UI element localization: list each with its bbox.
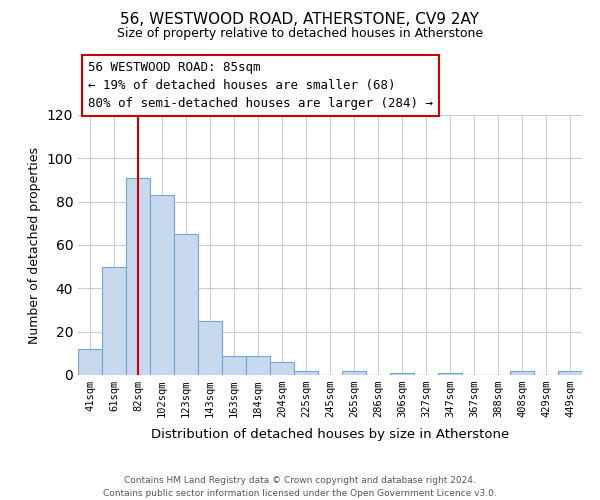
Bar [294,370,318,375]
X-axis label: Distribution of detached houses by size in Atherstone: Distribution of detached houses by size … [151,428,509,442]
Bar [390,373,414,375]
Bar [510,370,534,375]
Bar [438,373,462,375]
Bar [150,195,174,375]
Bar [102,266,126,375]
Bar [174,234,198,375]
Bar [558,370,582,375]
Bar [246,356,270,375]
Y-axis label: Number of detached properties: Number of detached properties [28,146,41,344]
Text: 56, WESTWOOD ROAD, ATHERSTONE, CV9 2AY: 56, WESTWOOD ROAD, ATHERSTONE, CV9 2AY [121,12,479,28]
Text: Contains HM Land Registry data © Crown copyright and database right 2024.
Contai: Contains HM Land Registry data © Crown c… [103,476,497,498]
Text: 56 WESTWOOD ROAD: 85sqm
← 19% of detached houses are smaller (68)
80% of semi-de: 56 WESTWOOD ROAD: 85sqm ← 19% of detache… [88,61,433,110]
Text: Size of property relative to detached houses in Atherstone: Size of property relative to detached ho… [117,28,483,40]
Bar [78,349,102,375]
Bar [198,321,222,375]
Bar [270,362,294,375]
Bar [222,356,246,375]
Bar [342,370,366,375]
Bar [126,178,150,375]
